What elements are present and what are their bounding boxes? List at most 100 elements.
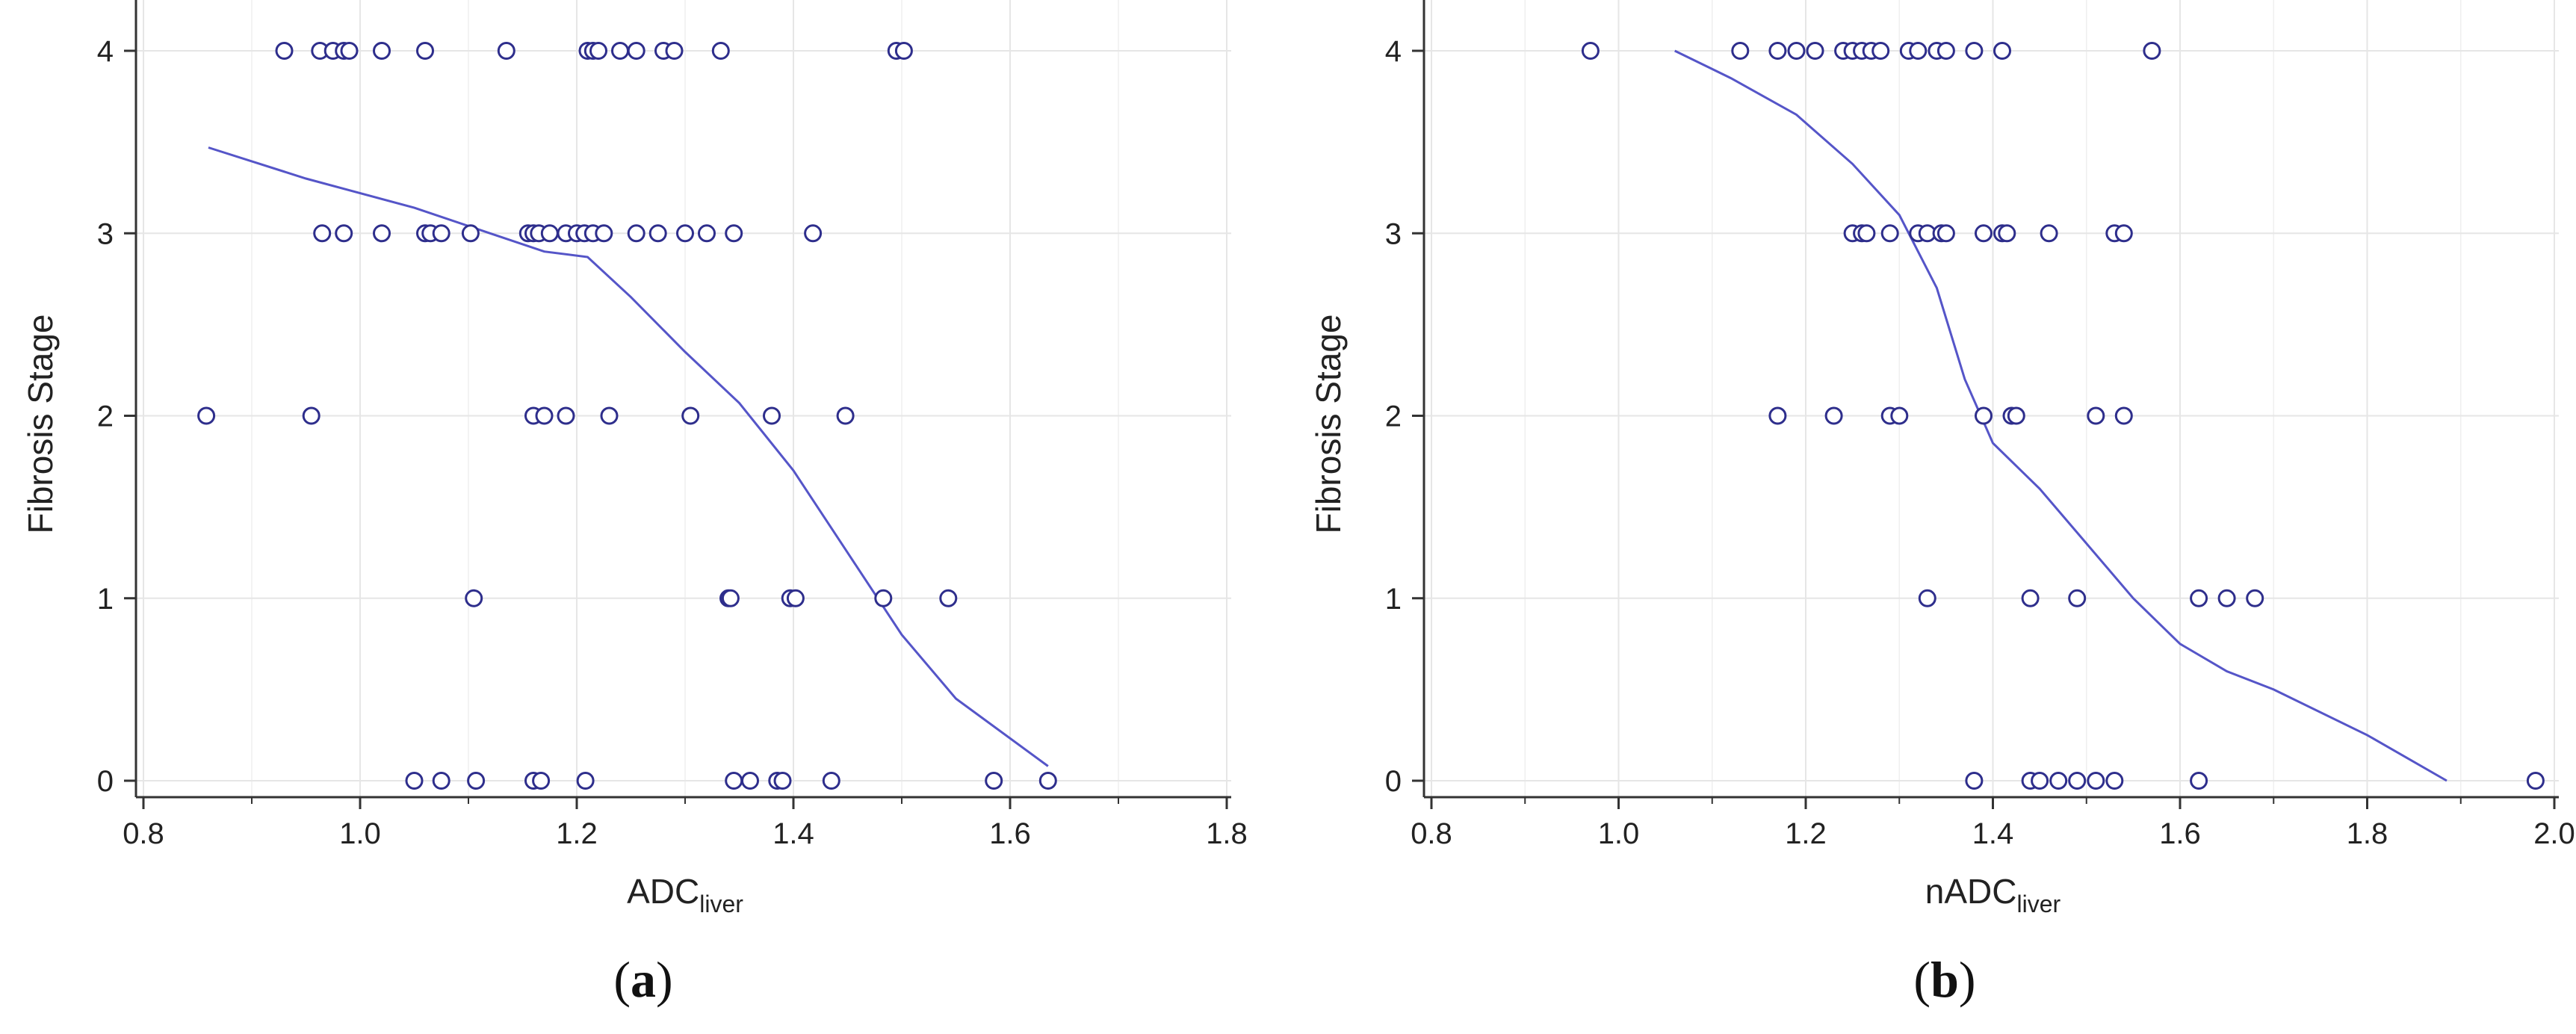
data-point <box>874 589 893 607</box>
x-axis-label: nADCliver <box>1925 872 2061 917</box>
data-point <box>1824 406 1843 425</box>
x-axis-label-main: ADC <box>627 872 699 911</box>
data-point <box>773 772 792 790</box>
data-point <box>467 772 486 790</box>
data-point <box>939 589 958 607</box>
data-point <box>557 406 575 425</box>
data-point <box>1581 42 1600 60</box>
data-point <box>711 42 730 60</box>
data-point <box>2190 589 2208 607</box>
x-tick-label: 1.8 <box>1206 817 1248 850</box>
y-tick-label: 2 <box>1385 400 1402 433</box>
data-point <box>1936 224 1955 243</box>
data-point <box>302 406 321 425</box>
data-point <box>725 772 743 790</box>
data-point <box>2021 589 2040 607</box>
data-point <box>1965 42 1984 60</box>
data-point <box>1880 224 1899 243</box>
data-point <box>894 42 913 60</box>
data-point <box>595 224 613 243</box>
chart-a: 0.8 1.0 1.2 1.4 1.6 1.8 0 1 2 3 4 ADCliver Fibrosis … <box>21 0 1248 917</box>
x-tick-label: 0.8 <box>1411 817 1452 850</box>
y-tick-label: 4 <box>97 35 114 68</box>
data-point <box>197 406 216 425</box>
data-point <box>405 772 424 790</box>
data-point <box>2143 42 2161 60</box>
data-point <box>725 224 743 243</box>
data-point <box>2049 772 2068 790</box>
x-tick-label: 1.2 <box>1785 817 1827 850</box>
data-point <box>2087 772 2105 790</box>
data-point <box>275 42 294 60</box>
caption-a: (a) <box>613 951 673 1008</box>
y-tick-label: 0 <box>1385 765 1402 798</box>
data-point <box>1768 406 1787 425</box>
data-point <box>836 406 855 425</box>
data-point <box>741 772 759 790</box>
data-point <box>432 772 451 790</box>
data-point <box>2040 224 2058 243</box>
data-point <box>313 224 332 243</box>
data-point <box>1857 224 1876 243</box>
data-point <box>465 589 483 607</box>
y-tick-label: 3 <box>1385 217 1402 250</box>
data-point <box>2007 406 2025 425</box>
data-point <box>2068 589 2087 607</box>
x-tick-label: 2.0 <box>2533 817 2575 850</box>
grid <box>136 0 1231 797</box>
data-point <box>786 589 805 607</box>
data-point <box>335 224 353 243</box>
data-point <box>1731 42 1750 60</box>
data-point <box>681 406 700 425</box>
y-tick-label: 4 <box>1385 35 1402 68</box>
data-point <box>540 224 559 243</box>
data-point <box>611 42 629 60</box>
data-points <box>1581 42 2545 790</box>
trend-line <box>208 146 1049 767</box>
data-point <box>1806 42 1824 60</box>
data-points <box>197 42 1057 790</box>
x-tick-label: 1.2 <box>556 817 598 850</box>
data-point <box>676 224 694 243</box>
x-tick-label: 1.0 <box>339 817 381 850</box>
caption-b-letter: b <box>1931 951 1959 1008</box>
chart-b: 0.8 1.0 1.2 1.4 1.6 1.8 2.0 0 1 2 3 4 nADCliver Fibro… <box>1309 0 2575 917</box>
data-point <box>721 589 740 607</box>
data-point <box>1993 42 2011 60</box>
data-point <box>2190 772 2208 790</box>
data-point <box>2246 589 2264 607</box>
data-point <box>461 224 480 243</box>
data-point <box>1998 224 2016 243</box>
x-tick-label: 1.8 <box>2347 817 2388 850</box>
data-point <box>373 224 391 243</box>
data-point <box>340 42 359 60</box>
x-tick-label: 1.4 <box>773 817 814 850</box>
data-point <box>532 772 551 790</box>
x-axis-label-main: nADC <box>1925 872 2017 911</box>
data-point <box>1936 42 1955 60</box>
y-tick-label: 3 <box>97 217 114 250</box>
data-point <box>1918 589 1936 607</box>
x-axis-label-sub: liver <box>2017 891 2061 917</box>
y-tick-label: 2 <box>97 400 114 433</box>
data-point <box>822 772 840 790</box>
data-point <box>2217 589 2236 607</box>
data-point <box>648 224 667 243</box>
x-axis-label: ADCliver <box>627 872 743 917</box>
data-point <box>627 224 645 243</box>
x-tick-label: 1.6 <box>2159 817 2201 850</box>
data-point <box>497 42 515 60</box>
data-point <box>373 42 391 60</box>
data-point <box>985 772 1003 790</box>
y-tick-label: 1 <box>1385 583 1402 616</box>
y-tick-label: 0 <box>97 765 114 798</box>
data-point <box>804 224 823 243</box>
data-point <box>698 224 716 243</box>
data-point <box>2031 772 2049 790</box>
data-point <box>2068 772 2087 790</box>
x-tick-label: 1.6 <box>989 817 1031 850</box>
data-point <box>1768 42 1787 60</box>
data-point <box>416 42 434 60</box>
data-point <box>2114 406 2133 425</box>
